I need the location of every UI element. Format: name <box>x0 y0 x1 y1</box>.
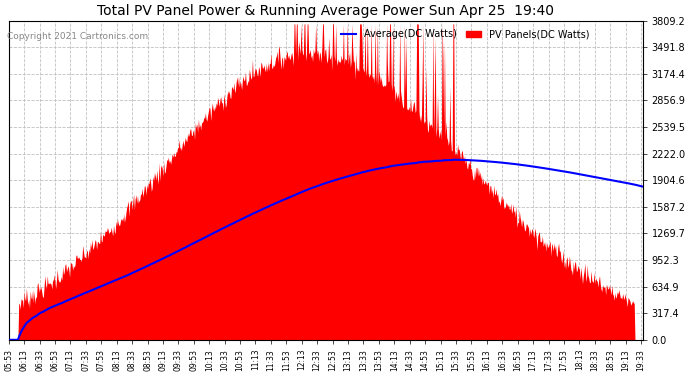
Text: Copyright 2021 Cartronics.com: Copyright 2021 Cartronics.com <box>7 32 148 41</box>
Title: Total PV Panel Power & Running Average Power Sun Apr 25  19:40: Total PV Panel Power & Running Average P… <box>97 4 554 18</box>
Legend: Average(DC Watts), PV Panels(DC Watts): Average(DC Watts), PV Panels(DC Watts) <box>337 26 593 44</box>
